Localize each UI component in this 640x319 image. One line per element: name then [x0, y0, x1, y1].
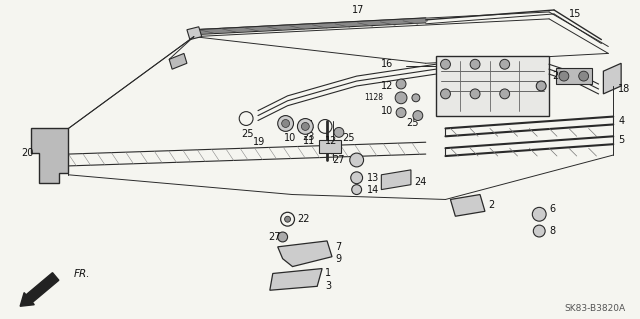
- Circle shape: [500, 59, 509, 69]
- Circle shape: [396, 79, 406, 89]
- Text: 10: 10: [381, 106, 394, 116]
- Circle shape: [579, 71, 589, 81]
- Text: 3: 3: [325, 281, 332, 291]
- Circle shape: [395, 92, 407, 104]
- Text: 6: 6: [549, 204, 556, 214]
- Text: 2: 2: [488, 200, 494, 211]
- Text: 25: 25: [342, 133, 355, 143]
- Circle shape: [396, 108, 406, 118]
- Polygon shape: [451, 195, 485, 216]
- Polygon shape: [278, 241, 332, 267]
- Text: 14: 14: [367, 185, 379, 195]
- Text: 17: 17: [352, 5, 364, 15]
- Text: 27: 27: [332, 155, 344, 165]
- Text: 9: 9: [335, 254, 341, 264]
- Text: 13: 13: [367, 173, 379, 183]
- Text: 12: 12: [325, 136, 337, 146]
- Polygon shape: [556, 68, 591, 84]
- Circle shape: [412, 94, 420, 102]
- Text: 16: 16: [381, 59, 394, 69]
- Text: 8: 8: [549, 226, 556, 236]
- Text: 5: 5: [618, 135, 625, 145]
- Text: 26: 26: [552, 71, 564, 81]
- Circle shape: [351, 172, 363, 184]
- Circle shape: [500, 89, 509, 99]
- Circle shape: [559, 71, 569, 81]
- Circle shape: [532, 207, 546, 221]
- Circle shape: [278, 232, 287, 242]
- Circle shape: [533, 225, 545, 237]
- Polygon shape: [381, 170, 411, 189]
- Text: 18: 18: [618, 84, 630, 94]
- Text: 23: 23: [302, 132, 315, 142]
- Circle shape: [282, 120, 289, 127]
- Circle shape: [285, 216, 291, 222]
- Text: 25: 25: [406, 118, 419, 129]
- Circle shape: [349, 153, 364, 167]
- FancyArrow shape: [20, 273, 59, 306]
- Circle shape: [352, 185, 362, 195]
- Polygon shape: [169, 53, 187, 69]
- Circle shape: [278, 115, 294, 131]
- Circle shape: [470, 89, 480, 99]
- Text: FR.: FR.: [74, 270, 90, 279]
- Text: 11: 11: [303, 136, 316, 146]
- Circle shape: [536, 81, 546, 91]
- Text: 15: 15: [569, 9, 581, 19]
- Text: 4: 4: [618, 115, 624, 125]
- Circle shape: [298, 119, 313, 134]
- Circle shape: [470, 59, 480, 69]
- Text: 19: 19: [253, 137, 266, 147]
- Text: 25: 25: [241, 129, 253, 139]
- Polygon shape: [31, 129, 68, 183]
- Circle shape: [301, 122, 309, 130]
- Text: 24: 24: [414, 177, 426, 187]
- Polygon shape: [270, 269, 322, 290]
- Polygon shape: [436, 56, 549, 115]
- Circle shape: [413, 111, 423, 121]
- Circle shape: [440, 89, 451, 99]
- Text: 10: 10: [284, 133, 296, 143]
- Text: SK83-B3820A: SK83-B3820A: [564, 303, 625, 313]
- Text: 27: 27: [268, 232, 280, 242]
- Text: 20: 20: [21, 148, 33, 158]
- Circle shape: [440, 59, 451, 69]
- Polygon shape: [319, 140, 341, 153]
- Text: 7: 7: [335, 242, 341, 252]
- Polygon shape: [604, 63, 621, 94]
- Polygon shape: [187, 27, 202, 40]
- Text: 1: 1: [325, 269, 332, 278]
- Text: 12: 12: [381, 81, 394, 91]
- Circle shape: [334, 127, 344, 137]
- Text: 1128: 1128: [365, 93, 383, 102]
- Text: 22: 22: [298, 214, 310, 224]
- Text: 21: 21: [302, 121, 315, 130]
